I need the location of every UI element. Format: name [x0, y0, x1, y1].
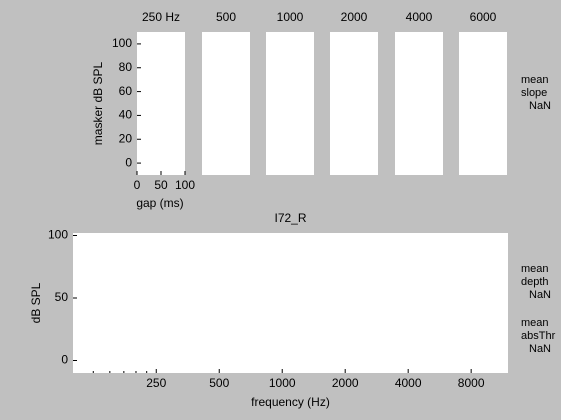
y-tick-label: 0 — [125, 155, 132, 169]
annotation: mean — [521, 74, 549, 86]
annotation: mean — [521, 263, 549, 275]
x-tick-label: 500 — [209, 376, 229, 390]
axes-title: 500 — [216, 10, 236, 24]
annotation: absThr — [521, 330, 556, 342]
axes-title: 2000 — [341, 10, 368, 24]
x-tick-label: 2000 — [332, 376, 359, 390]
axes-title: I72_R — [274, 211, 306, 225]
axes-title: 1000 — [277, 10, 304, 24]
x-tick-label: 1000 — [269, 376, 296, 390]
y-tick-label: 100 — [48, 228, 68, 242]
axes-title: 250 Hz — [142, 10, 180, 24]
y-tick-label: 40 — [119, 108, 133, 122]
x-tick-label: 4000 — [395, 376, 422, 390]
y-tick-label: 20 — [119, 131, 133, 145]
x-tick-label: 100 — [175, 178, 195, 192]
x-tick-label: 50 — [154, 178, 168, 192]
annotation: mean — [521, 317, 549, 329]
axes — [395, 32, 443, 175]
annotation: slope — [521, 87, 547, 99]
y-tick-label: 50 — [55, 290, 69, 304]
axes — [202, 32, 250, 175]
annotation: NaN — [529, 100, 551, 112]
annotation: NaN — [529, 343, 551, 355]
x-tick-label: 0 — [134, 178, 141, 192]
annotation: NaN — [529, 289, 551, 301]
x-tick-label: 250 — [146, 376, 166, 390]
y-axis-label: masker dB SPL — [91, 61, 105, 145]
y-tick-label: 100 — [112, 36, 132, 50]
axes — [73, 233, 508, 373]
axes-title: 4000 — [406, 10, 433, 24]
axes-title: 6000 — [470, 10, 497, 24]
axes — [459, 32, 507, 175]
axes — [137, 32, 185, 175]
x-axis-label: frequency (Hz) — [251, 395, 330, 409]
x-axis-label: gap (ms) — [136, 196, 183, 210]
annotation: depth — [521, 276, 549, 288]
axes — [330, 32, 378, 175]
x-tick-label: 8000 — [458, 376, 485, 390]
y-tick-label: 80 — [119, 60, 133, 74]
y-tick-label: 60 — [119, 84, 133, 98]
axes — [266, 32, 314, 175]
y-tick-label: 0 — [61, 353, 68, 367]
y-axis-label: dB SPL — [29, 282, 43, 323]
